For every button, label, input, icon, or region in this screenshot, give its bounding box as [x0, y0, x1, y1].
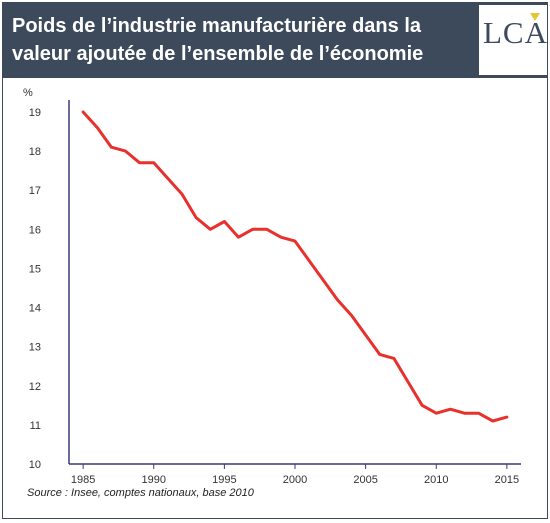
- x-tick-label: 2015: [495, 474, 519, 483]
- x-tick-label: 1985: [71, 474, 95, 483]
- y-tick-label: 18: [29, 146, 41, 158]
- x-tick-label: 1990: [142, 474, 166, 483]
- x-axis-ticks: 1985 1990 1995 2000 2005 2010 2015: [71, 464, 519, 483]
- logo-accent-icon: [530, 13, 540, 21]
- series-line: [81, 110, 509, 423]
- y-tick-label: 11: [30, 420, 41, 432]
- chart-title: Poids de l’industrie manufacturière dans…: [12, 15, 424, 65]
- x-tick-label: 1995: [212, 474, 236, 483]
- y-tick-label: 13: [29, 342, 41, 354]
- y-tick-label: 14: [29, 303, 41, 315]
- y-tick-label: 19: [29, 107, 41, 119]
- y-axis-ticks: 10 11 12 13 14 15 16 17 18 19: [29, 107, 41, 471]
- y-tick-label: 12: [29, 381, 41, 393]
- x-tick-label: 2000: [283, 474, 307, 483]
- series-group: [81, 110, 509, 423]
- line-chart: % 10 11 12 13 14 15 16 17 18 19 1985 1990 1995 2000 2…: [23, 87, 521, 483]
- x-tick-label: 2005: [353, 474, 377, 483]
- y-tick-label: 17: [29, 185, 41, 197]
- x-tick-label: 2010: [424, 474, 448, 483]
- lca-logo: LCA: [479, 5, 547, 75]
- header-bar: Poids de l’industrie manufacturière dans…: [3, 3, 547, 78]
- y-axis-unit-label: %: [23, 87, 33, 99]
- source-note: Source : Insee, comptes nationaux, base …: [27, 487, 254, 499]
- y-tick-label: 10: [29, 459, 41, 471]
- y-tick-label: 16: [29, 224, 41, 236]
- y-tick-label: 15: [29, 263, 41, 275]
